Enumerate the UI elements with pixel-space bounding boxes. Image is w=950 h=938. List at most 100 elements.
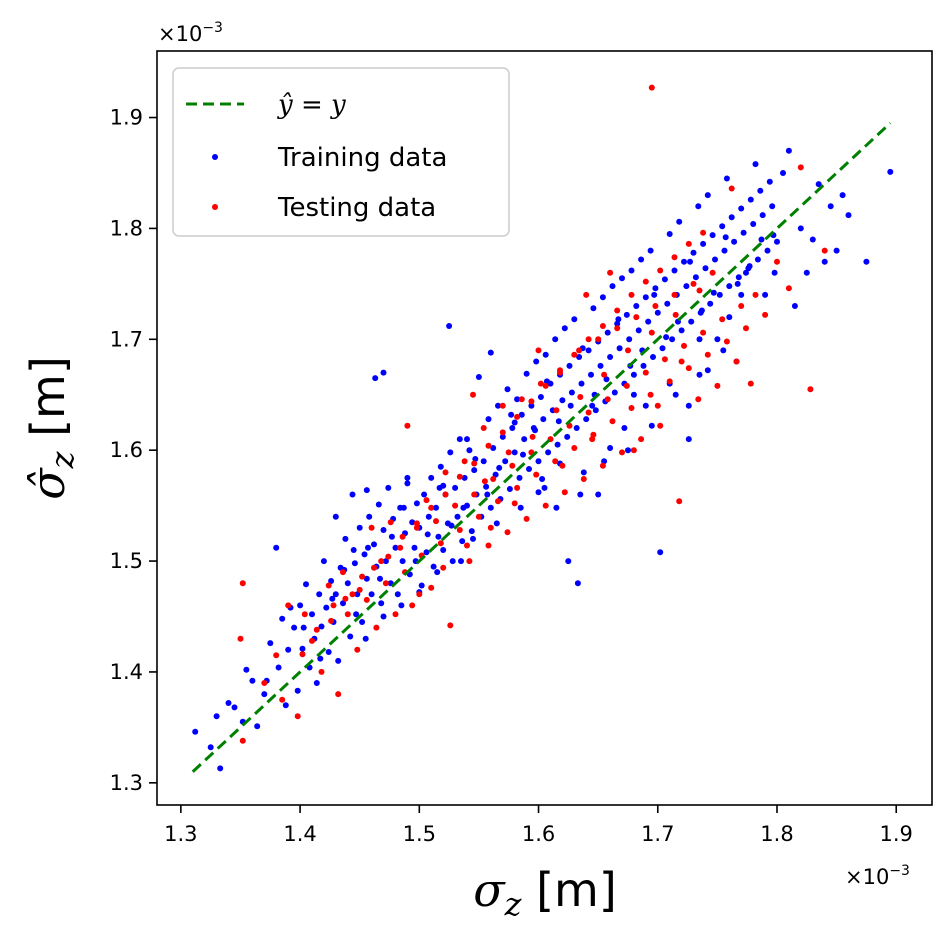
training-data-point bbox=[583, 416, 590, 423]
y-tick-label: 1.7 bbox=[110, 327, 143, 351]
testing-data-point bbox=[475, 513, 482, 520]
training-data-point bbox=[365, 544, 371, 551]
legend: ŷ = y Training data Testing data bbox=[172, 67, 510, 237]
training-data-point bbox=[329, 595, 336, 602]
testing-data-point bbox=[529, 433, 536, 440]
training-data-point bbox=[672, 391, 679, 398]
training-data-point bbox=[659, 345, 666, 352]
training-data-point bbox=[839, 192, 846, 199]
training-data-point bbox=[687, 258, 693, 265]
training-data-point bbox=[350, 547, 357, 553]
training-data-point bbox=[385, 484, 392, 491]
testing-data-point bbox=[661, 356, 668, 363]
training-data-point bbox=[809, 236, 816, 243]
training-data-point bbox=[297, 602, 304, 609]
training-data-point bbox=[721, 247, 728, 254]
testing-data-point bbox=[344, 611, 351, 618]
training-data-point bbox=[754, 256, 761, 263]
training-data-point bbox=[349, 491, 356, 498]
training-data-point bbox=[470, 535, 476, 542]
testing-data-point bbox=[437, 540, 444, 547]
testing-data-point bbox=[585, 336, 592, 343]
testing-data-point bbox=[700, 329, 707, 336]
testing-data-point bbox=[657, 267, 664, 274]
training-data-point bbox=[647, 247, 654, 254]
testing-data-point bbox=[676, 498, 683, 505]
training-data-point bbox=[690, 249, 697, 256]
training-data-point bbox=[676, 218, 683, 225]
testing-data-point bbox=[619, 449, 625, 456]
training-data-point bbox=[616, 345, 623, 352]
testing-data-point bbox=[452, 502, 459, 509]
training-data-point bbox=[738, 291, 745, 298]
training-data-point bbox=[388, 533, 395, 540]
training-data-point bbox=[434, 569, 441, 576]
training-data-point bbox=[279, 615, 286, 622]
legend-box bbox=[172, 67, 510, 237]
testing-data-point bbox=[456, 527, 463, 533]
training-data-point bbox=[533, 358, 540, 365]
testing-data-point bbox=[571, 445, 578, 451]
testing-data-point bbox=[553, 407, 560, 414]
training-data-point bbox=[362, 635, 369, 642]
testing-data-point bbox=[363, 596, 370, 603]
training-data-point bbox=[428, 474, 435, 481]
testing-data-point bbox=[797, 164, 804, 171]
testing-data-point bbox=[428, 504, 435, 511]
testing-data-point bbox=[614, 325, 621, 332]
training-data-point bbox=[597, 362, 604, 369]
training-data-point bbox=[526, 466, 532, 472]
testing-data-point bbox=[604, 396, 611, 403]
training-data-point bbox=[607, 445, 614, 451]
testing-data-point bbox=[359, 573, 366, 580]
testing-data-point bbox=[399, 533, 406, 540]
training-data-point bbox=[421, 491, 428, 498]
training-data-point bbox=[887, 168, 894, 175]
training-data-point bbox=[576, 354, 583, 360]
training-data-point bbox=[521, 436, 528, 443]
training-data-point bbox=[625, 447, 631, 454]
training-data-point bbox=[642, 294, 649, 301]
training-data-point bbox=[681, 258, 687, 265]
testing-data-point bbox=[752, 291, 759, 298]
testing-data-point bbox=[485, 442, 492, 449]
testing-data-point bbox=[416, 591, 423, 598]
training-data-point bbox=[590, 305, 597, 312]
testing-data-point bbox=[595, 336, 602, 343]
testing-data-point bbox=[387, 519, 394, 526]
testing-data-point bbox=[537, 380, 544, 387]
training-data-point bbox=[540, 416, 547, 423]
training-data-point bbox=[371, 541, 377, 548]
training-data-point bbox=[640, 362, 647, 369]
training-data-point bbox=[404, 480, 411, 487]
testing-data-point bbox=[695, 396, 702, 403]
training-data-point bbox=[578, 380, 585, 387]
testing-data-point bbox=[690, 280, 697, 287]
testing-data-point bbox=[423, 497, 430, 504]
testing-data-point bbox=[328, 617, 335, 624]
testing-data-point bbox=[700, 229, 707, 236]
testing-data-point bbox=[648, 84, 655, 91]
testing-data-point bbox=[642, 278, 649, 285]
testing-data-point bbox=[672, 311, 679, 318]
training-data-point bbox=[696, 336, 703, 343]
training-data-point bbox=[651, 291, 658, 298]
testing-data-point bbox=[583, 291, 590, 298]
training-data-point bbox=[495, 402, 501, 409]
training-data-point bbox=[332, 513, 339, 520]
training-data-point bbox=[275, 664, 282, 671]
testing-data-point bbox=[571, 351, 578, 358]
testing-data-point bbox=[433, 518, 439, 525]
training-data-point bbox=[313, 680, 320, 686]
testing-data-point bbox=[447, 622, 454, 629]
testing-data-point bbox=[601, 371, 608, 378]
training-data-point bbox=[589, 402, 596, 409]
training-data-point bbox=[509, 425, 516, 431]
training-data-point bbox=[285, 646, 292, 653]
testing-data-point bbox=[273, 652, 280, 659]
y-tick-label: 1.8 bbox=[110, 216, 143, 240]
testing-data-point bbox=[309, 637, 315, 644]
testing-data-point bbox=[609, 418, 616, 425]
training-data-point bbox=[454, 513, 461, 520]
testing-data-point bbox=[623, 382, 630, 389]
